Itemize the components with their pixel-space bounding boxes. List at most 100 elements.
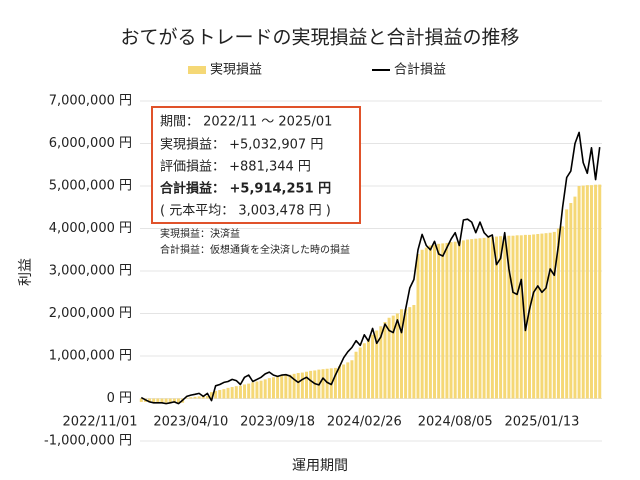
bar [338, 366, 342, 399]
bar [585, 185, 589, 399]
bar [222, 389, 226, 399]
bar [189, 397, 193, 399]
bar [598, 184, 602, 399]
x-tick-label: 2024/02/26 [327, 415, 402, 430]
bar [160, 398, 164, 403]
bar [453, 241, 457, 399]
plot-area: -1,000,000 円 0 円 1,000,000 円 2,000,000 円 3,0… [44, 94, 602, 449]
bar [362, 343, 366, 399]
y-tick-label: 6,000,000 円 [49, 136, 132, 151]
bar [445, 242, 449, 399]
chart-title: おてがるトレードの実現損益と合計損益の推移 [120, 27, 519, 49]
bar [342, 364, 346, 399]
bar [205, 395, 209, 399]
bar [201, 396, 205, 399]
bar [247, 383, 251, 399]
bar [267, 378, 271, 399]
y-tick-label: 4,000,000 円 [49, 221, 132, 236]
bar [536, 234, 540, 399]
y-tick-label: 2,000,000 円 [49, 306, 132, 321]
annotation-box [151, 106, 361, 224]
bar [437, 243, 441, 399]
bar [548, 232, 552, 399]
line [140, 131, 601, 405]
bar [346, 362, 350, 399]
legend-label: 合計損益 [394, 62, 446, 78]
bar [399, 309, 403, 399]
x-tick-label: 2022/11/01 [63, 415, 138, 430]
bar [350, 360, 354, 399]
note: 合計損益：仮想通貨を全決済した時の損益 [160, 243, 350, 256]
bar [210, 392, 214, 399]
bar [561, 226, 565, 399]
bar [288, 374, 292, 399]
bar [523, 234, 527, 399]
y-tick-label: 0 円 [107, 391, 132, 406]
x-axis-label: 運用期間 [292, 458, 348, 474]
bar [176, 398, 180, 403]
bar [300, 372, 304, 399]
bar [519, 235, 523, 399]
y-tick-label: 1,000,000 円 [49, 349, 132, 364]
legend-swatch [188, 66, 206, 74]
y-tick-label: 5,000,000 円 [49, 179, 132, 194]
bar [478, 238, 482, 399]
bar [532, 234, 536, 399]
bar [358, 347, 362, 399]
bar [486, 237, 490, 399]
bar [276, 376, 280, 399]
bar [226, 387, 230, 399]
bar [507, 235, 511, 399]
bar [305, 371, 308, 399]
bar [321, 369, 325, 399]
y-tick-label: -1,000,000 円 [44, 434, 132, 449]
bar [581, 185, 585, 399]
bar [371, 334, 375, 399]
bar [420, 249, 424, 399]
y-tick-label: 3,000,000 円 [49, 264, 132, 279]
bar [156, 398, 160, 403]
bar [470, 239, 474, 399]
bar [404, 309, 408, 399]
bar [238, 385, 242, 399]
bar [474, 238, 478, 399]
bar [366, 339, 370, 399]
bar [292, 373, 296, 399]
bar [354, 351, 358, 399]
bar [457, 241, 461, 399]
bar [391, 315, 395, 399]
annotation-footer: ( 元本平均： 3,003,478 円 ) [160, 204, 331, 219]
bar [214, 390, 218, 399]
x-tick-label: 2023/04/10 [153, 415, 228, 430]
bar [503, 236, 507, 399]
bar [428, 245, 432, 399]
bar [416, 254, 420, 399]
bar [309, 370, 313, 399]
bar [243, 384, 247, 399]
bar [218, 390, 222, 399]
bar [569, 203, 573, 399]
bar [168, 398, 172, 403]
bar [139, 398, 143, 402]
bar [255, 381, 259, 399]
bar [408, 307, 412, 399]
bar [544, 233, 548, 399]
bar [251, 382, 255, 399]
annotation-highlight: 合計損益： +5,914,251 円 [160, 181, 331, 197]
x-tick-label: 2023/09/18 [240, 415, 315, 430]
bar [511, 235, 515, 399]
bar [379, 326, 383, 399]
bar [193, 396, 197, 399]
bar [573, 196, 577, 399]
annotation-line: 期間： 2022/11 ～ 2025/01 [160, 115, 332, 130]
bar [482, 237, 486, 399]
bar [515, 235, 519, 399]
bar [490, 237, 494, 399]
bar [424, 247, 428, 399]
bar [230, 387, 234, 399]
bar [395, 313, 399, 399]
bar [499, 236, 503, 399]
y-axis-label: 利益 [18, 258, 34, 286]
bar [449, 242, 453, 399]
